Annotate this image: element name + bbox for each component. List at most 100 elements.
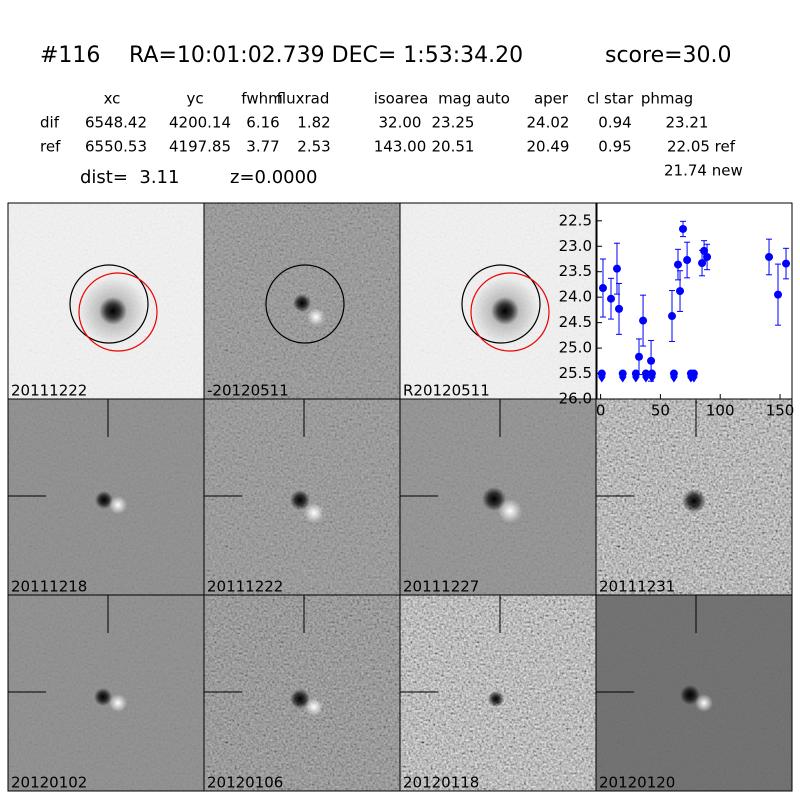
- source-light: [305, 698, 323, 716]
- column-header: mag auto: [438, 90, 510, 108]
- cell: 23.25: [432, 114, 475, 132]
- panel-label: -20120511: [207, 382, 289, 400]
- source-dark: [682, 489, 706, 513]
- coordinates: RA=10:01:02.739 DEC= 1:53:34.20: [129, 43, 523, 68]
- limit-arrow: [669, 376, 678, 383]
- limit-arrow: [618, 376, 627, 383]
- panel-label: 20111227: [403, 578, 479, 596]
- aperture-circle: [78, 272, 158, 352]
- y-tick-label: 26.0: [559, 390, 592, 408]
- y-tick-label: 23.0: [559, 237, 592, 255]
- data-point: [689, 369, 698, 378]
- panel-label: 20120102: [11, 774, 87, 792]
- data-point: [673, 260, 682, 269]
- panel-label: 20111231: [599, 578, 675, 596]
- y-tick-label: 25.5: [559, 364, 592, 382]
- cell: 4200.14: [169, 114, 231, 132]
- redshift: z=0.0000: [230, 167, 318, 188]
- y-tick-label: 25.0: [559, 339, 592, 357]
- limit-arrow: [641, 376, 650, 383]
- data-point: [631, 369, 640, 378]
- limit-arrow: [597, 376, 606, 383]
- data-point: [612, 264, 621, 273]
- source-light: [695, 694, 713, 712]
- data-point: [703, 252, 712, 261]
- x-tick-label: 50: [651, 402, 670, 420]
- cell: 6550.53: [85, 138, 147, 156]
- panel-label: 20111222: [11, 382, 87, 400]
- dist: dist= 3.11: [80, 167, 179, 188]
- panel-label: 20120120: [599, 774, 675, 792]
- data-point: [647, 369, 656, 378]
- limit-arrow: [689, 376, 698, 383]
- image-panel: R20120511: [399, 202, 597, 400]
- source-dark: [94, 688, 112, 706]
- cell: 24.02: [527, 114, 570, 132]
- candidate-id: #116: [40, 43, 100, 68]
- source-dark: [293, 294, 311, 312]
- cell: 6.16: [246, 114, 279, 132]
- cell: 20.51: [432, 138, 475, 156]
- data-point: [782, 259, 791, 268]
- source-light: [109, 496, 127, 514]
- x-tick-label: 150: [766, 402, 795, 420]
- data-point: [639, 316, 648, 325]
- aperture-circle: [470, 272, 550, 352]
- cell: 32.00: [379, 114, 422, 132]
- limit-arrow: [647, 376, 656, 383]
- data-point: [679, 224, 688, 233]
- data-point: [647, 356, 656, 365]
- source-dark: [290, 490, 310, 510]
- source-light: [307, 308, 325, 326]
- row-label: dif: [40, 114, 60, 132]
- aperture-circle: [265, 264, 345, 344]
- column-header: aper: [534, 90, 569, 108]
- cell: 22.05 ref: [667, 138, 736, 156]
- data-point: [597, 369, 606, 378]
- row-label: ref: [40, 138, 61, 156]
- y-tick-label: 24.5: [559, 313, 592, 331]
- source-dark: [290, 689, 310, 709]
- image-panel: 20120106: [203, 594, 401, 792]
- cell: 20.49: [527, 138, 570, 156]
- data-point: [676, 287, 685, 296]
- source-dark: [680, 685, 700, 705]
- column-header: cl star: [587, 90, 634, 108]
- x-tick-label: 0: [596, 402, 606, 420]
- column-header: yc: [186, 90, 203, 108]
- source-light: [304, 503, 324, 523]
- source-dark: [488, 691, 504, 707]
- column-header: fluxrad: [277, 90, 330, 108]
- image-panel: 20111231: [595, 398, 793, 596]
- data-point: [634, 352, 643, 361]
- source-dark: [99, 297, 127, 325]
- column-header: isoarea: [374, 90, 429, 108]
- cell: 6548.42: [85, 114, 147, 132]
- panel-label: 20111222: [207, 578, 283, 596]
- image-panel: 20120118: [399, 594, 597, 792]
- data-point: [615, 304, 624, 313]
- panel-label: 20120118: [403, 774, 479, 792]
- y-tick-label: 24.0: [559, 288, 592, 306]
- y-tick-label: 23.5: [559, 262, 592, 280]
- data-point: [765, 252, 774, 261]
- cell: 143.00: [374, 138, 427, 156]
- plot-background: [596, 202, 793, 400]
- data-point: [598, 284, 607, 293]
- image-panel: 20111227: [399, 398, 597, 596]
- data-point: [700, 246, 709, 255]
- y-tick-label: 22.5: [559, 211, 592, 229]
- data-point: [669, 369, 678, 378]
- aperture-circle: [461, 264, 541, 344]
- aperture-circle: [69, 264, 149, 344]
- source-light: [498, 499, 522, 523]
- data-point: [683, 256, 692, 265]
- score: score=30.0: [605, 43, 732, 68]
- cell: 1.82: [297, 114, 330, 132]
- cell: 2.53: [297, 138, 330, 156]
- panel-border: [595, 594, 793, 792]
- data-point: [606, 294, 615, 303]
- source-light: [109, 694, 127, 712]
- phmag-new: 21.74 new: [664, 162, 743, 180]
